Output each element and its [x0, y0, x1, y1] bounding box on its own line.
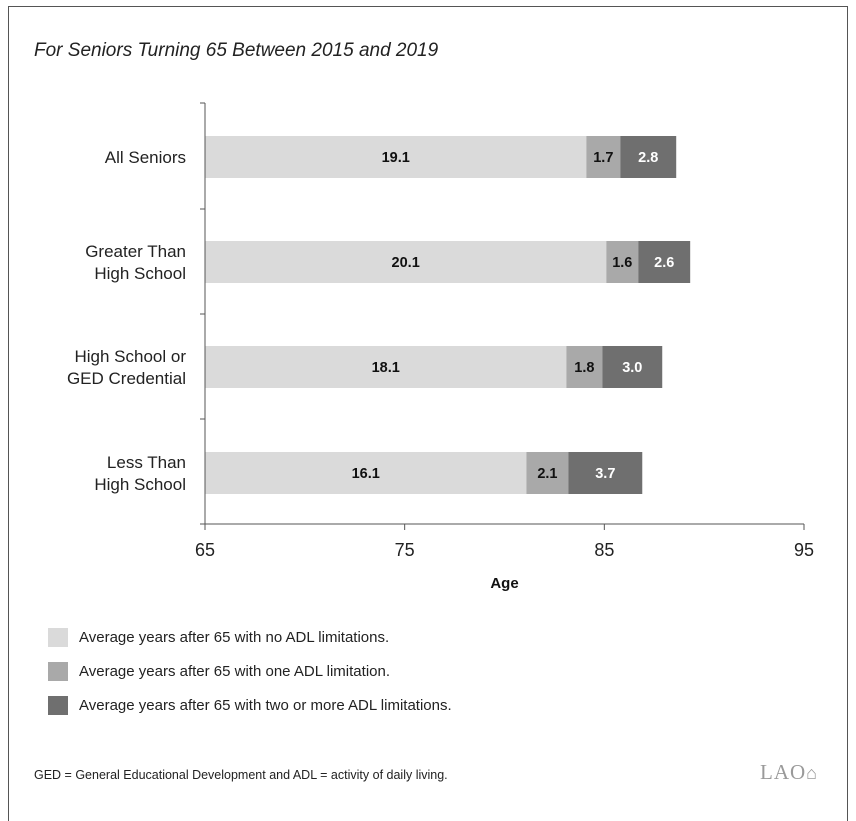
bar-segment-3-3 — [602, 346, 663, 388]
bar-segment-2-3 — [638, 241, 691, 283]
category-label-3-line-2: GED Credential — [67, 369, 186, 388]
chart-title: For Seniors Turning 65 Between 2015 and … — [34, 40, 439, 61]
bar-chart: 19.1 1.7 2.8 20.1 1.6 2.6 18.1 1.8 3.0 16.1 2.1 3.7… — [67, 102, 814, 592]
bar-segment-4-3 — [568, 452, 643, 494]
legend-label-one-limitation: Average years after 65 with one ADL limi… — [79, 662, 391, 680]
bar-segment-1-1 — [205, 136, 587, 178]
lao-logo: LAO⌂ — [760, 760, 818, 785]
legend-item-one-limitation: Average years after 65 with one ADL limi… — [48, 654, 452, 688]
bar-value-label-4-1: 16.1 — [352, 466, 380, 482]
category-label-1-line-1: All Seniors — [105, 148, 186, 167]
bar-value-label-1-3: 2.8 — [638, 150, 658, 166]
legend-item-two-or-more-limitations: Average years after 65 with two or more … — [48, 688, 452, 722]
bar-segment-4-1 — [205, 452, 527, 494]
capitol-dome-icon: ⌂ — [806, 763, 818, 783]
bar-value-label-2-3: 2.6 — [654, 255, 674, 271]
x-axis-title: Age — [490, 575, 518, 592]
bar-segment-4-2 — [526, 452, 569, 494]
category-label-4-line-1: Less Than — [107, 453, 186, 472]
legend-swatch-two-or-more-limitations — [48, 695, 68, 715]
category-label-3-line-1: High School or — [74, 347, 186, 366]
x-axis-tick-label-1: 65 — [195, 540, 215, 560]
legend: Average years after 65 with no ADL limit… — [48, 620, 452, 722]
bar-segment-3-2 — [566, 346, 603, 388]
bar-value-label-4-3: 3.7 — [595, 466, 615, 482]
category-label-2-line-1: Greater Than — [85, 242, 186, 261]
footnote: GED = General Educational Development an… — [34, 768, 448, 782]
x-axis-tick-label-2: 75 — [395, 540, 415, 560]
bar-value-label-4-2: 2.1 — [537, 466, 557, 482]
bar-segment-2-2 — [606, 241, 639, 283]
x-axis-tick-label-4: 95 — [794, 540, 814, 560]
bar-segment-1-3 — [620, 136, 677, 178]
x-axis-tick-label-3: 85 — [594, 540, 614, 560]
bar-value-label-1-1: 19.1 — [382, 150, 410, 166]
bar-value-label-3-2: 1.8 — [574, 360, 594, 376]
logo-text: LAO — [760, 760, 807, 784]
bar-segment-2-1 — [205, 241, 607, 283]
legend-label-two-or-more-limitations: Average years after 65 with two or more … — [79, 696, 452, 714]
legend-label-no-limitations: Average years after 65 with no ADL limit… — [79, 628, 390, 646]
bar-value-label-3-3: 3.0 — [622, 360, 642, 376]
chart-frame — [8, 6, 848, 821]
category-label-4-line-2: High School — [94, 475, 186, 494]
bar-value-label-2-1: 20.1 — [392, 255, 420, 271]
bar-value-label-3-1: 18.1 — [372, 360, 400, 376]
bar-segment-3-1 — [205, 346, 567, 388]
bar-segment-1-2 — [586, 136, 621, 178]
category-label-2-line-2: High School — [94, 264, 186, 283]
legend-item-no-limitations: Average years after 65 with no ADL limit… — [48, 620, 452, 654]
legend-swatch-one-limitation — [48, 661, 68, 681]
bar-value-label-1-2: 1.7 — [593, 150, 613, 166]
legend-swatch-no-limitations — [48, 627, 68, 647]
bar-value-label-2-2: 1.6 — [612, 255, 632, 271]
